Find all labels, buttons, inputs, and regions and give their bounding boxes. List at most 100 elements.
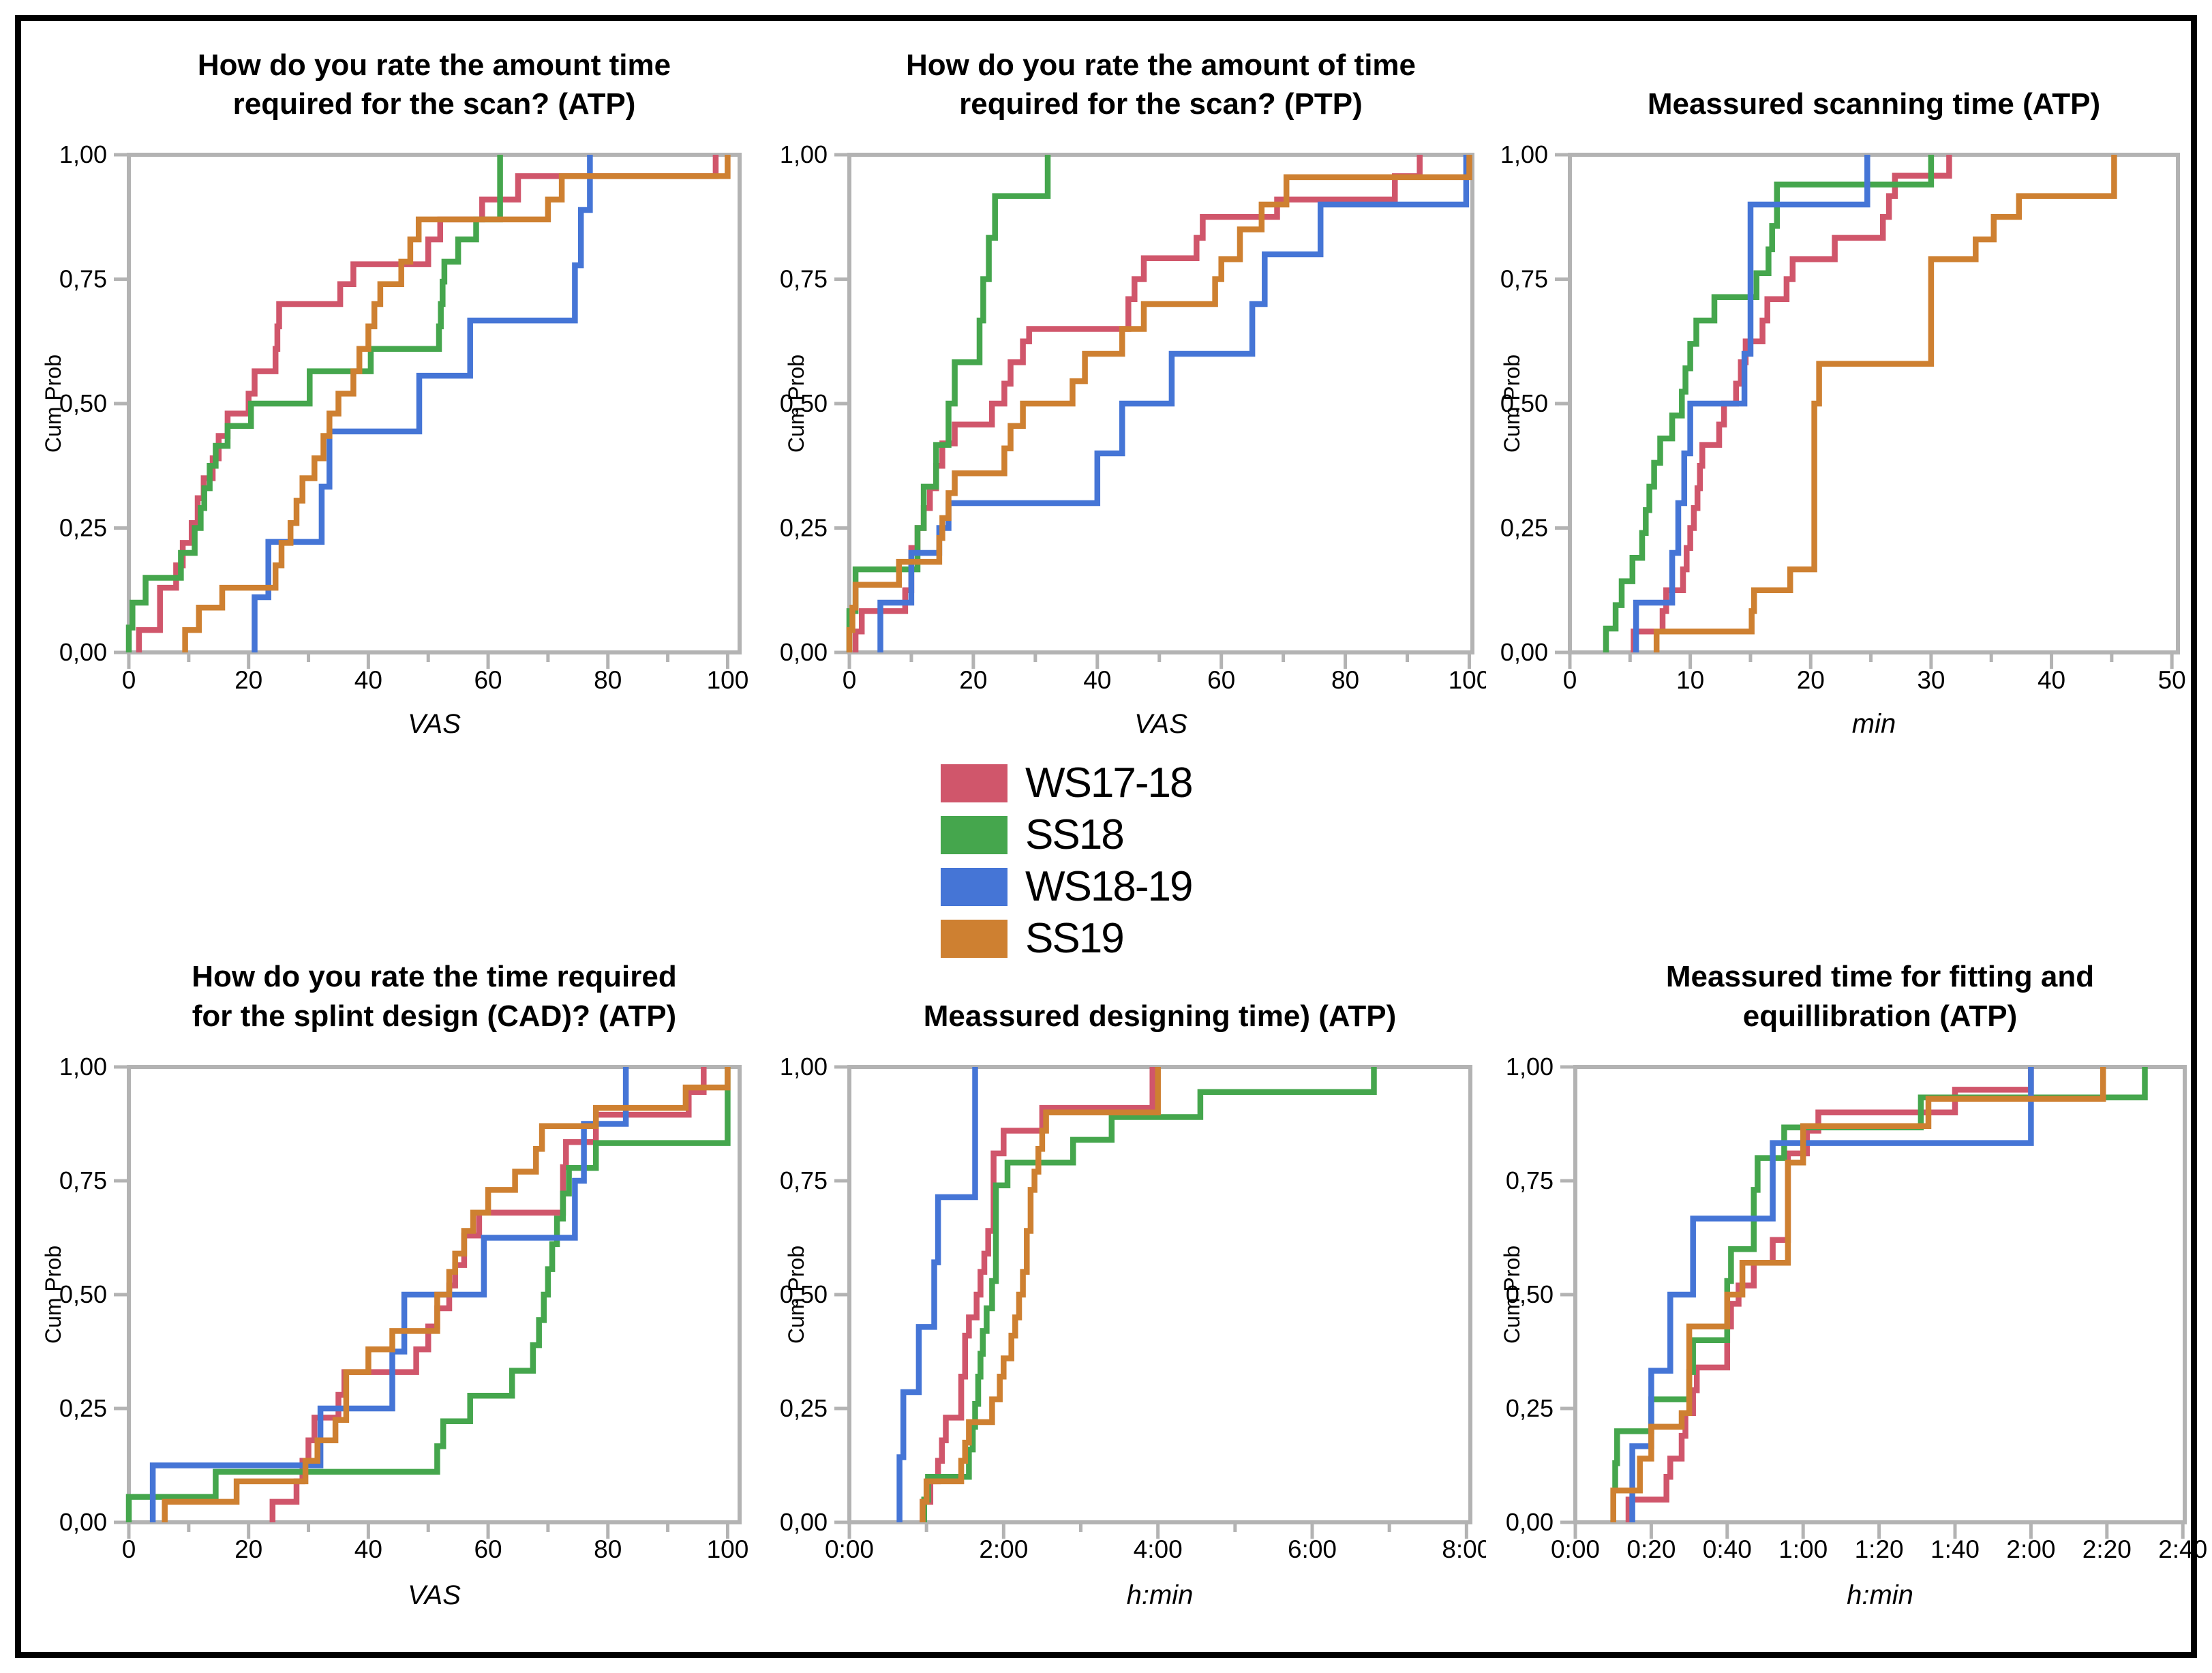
x-tick-label: 20 xyxy=(234,1535,262,1563)
series-ss19 xyxy=(846,155,1472,652)
chart-title: Meassured time for fitting and xyxy=(1666,965,2094,993)
chart-svg: How do you rate the amount of time requir… xyxy=(781,48,1486,739)
y-tick-label: 0,25 xyxy=(1506,1394,1554,1422)
x-tick-label: 2:20 xyxy=(2082,1535,2132,1563)
x-tick-label: 60 xyxy=(1207,666,1235,694)
legend-swatch-ws17-18 xyxy=(941,764,1007,802)
x-tick-label: 0:00 xyxy=(1551,1535,1600,1563)
chart-cad-rating: How do you rate the time required for the… xyxy=(37,965,763,1657)
y-tick-label: 0,00 xyxy=(781,1508,828,1536)
x-tick-label: 0:00 xyxy=(825,1535,874,1563)
plot-frame xyxy=(1573,1065,2187,1524)
x-tick-label: 50 xyxy=(2158,666,2186,694)
x-tick-label: 100 xyxy=(1449,666,1486,694)
y-axis-label: Cum Prob xyxy=(41,355,65,453)
series-ws17-18 xyxy=(852,155,1423,652)
x-tick-label: 1:00 xyxy=(1778,1535,1828,1563)
legend-item-ss18: SS18 xyxy=(941,814,1192,856)
y-tick-label: 0,75 xyxy=(781,265,828,293)
chart-title: How do you rate the amount of time xyxy=(906,48,1416,82)
y-tick-label: 0,50 xyxy=(1506,1280,1554,1308)
x-tick-label: 80 xyxy=(1331,666,1359,694)
x-tick-label: 6:00 xyxy=(1288,1535,1337,1563)
series-ws17-18 xyxy=(136,155,719,652)
series-ss18 xyxy=(921,1067,1377,1522)
x-tick-label: 2:00 xyxy=(2006,1535,2055,1563)
x-tick-label: 20 xyxy=(1797,666,1825,694)
x-tick-label: 2:40 xyxy=(2158,1535,2207,1563)
legend-label: WS18-19 xyxy=(1025,863,1193,910)
y-tick-label: 0,25 xyxy=(1500,514,1548,542)
x-tick-label: 40 xyxy=(354,666,382,694)
x-axis-label: VAS xyxy=(408,709,461,739)
legend-swatch-ws18-19 xyxy=(941,868,1007,906)
series-ss19 xyxy=(182,155,731,652)
legend-item-ws17-18: WS17-18 xyxy=(941,762,1193,804)
y-axis-label: Cum Prob xyxy=(41,1246,65,1344)
y-tick-label: 0,50 xyxy=(1500,389,1548,417)
legend-label: SS18 xyxy=(1025,811,1125,858)
x-tick-label: 0 xyxy=(122,1535,136,1563)
chart-svg: How do you rate the amount time required … xyxy=(41,48,749,739)
x-tick-label: 40 xyxy=(1083,666,1111,694)
y-tick-label: 0,25 xyxy=(781,1394,828,1422)
series-ws18-19 xyxy=(1633,155,1870,652)
y-tick-label: 1,00 xyxy=(781,1053,828,1081)
series-ws17-18 xyxy=(1625,1067,2034,1522)
series-ss19 xyxy=(920,1067,1161,1522)
chart-title: Meassured designing time) (ATP) xyxy=(924,999,1397,1033)
x-tick-label: 4:00 xyxy=(1134,1535,1183,1563)
x-axis-label: VAS xyxy=(1134,709,1187,739)
chart-title: Meassured scanning time (ATP) xyxy=(1648,87,2100,121)
y-tick-label: 1,00 xyxy=(1506,1053,1554,1081)
x-axis-label: h:min xyxy=(1127,1580,1194,1610)
x-tick-label: 80 xyxy=(594,1535,622,1563)
y-tick-label: 0,75 xyxy=(781,1166,828,1194)
series-ws18-19 xyxy=(149,1067,629,1522)
y-tick-label: 0,00 xyxy=(1500,638,1548,666)
y-tick-label: 0,00 xyxy=(781,638,828,666)
y-tick-label: 0,00 xyxy=(59,638,107,666)
plot-frame xyxy=(1568,153,2180,654)
x-tick-label: 2:00 xyxy=(979,1535,1028,1563)
chart-scan-rating-ptp: How do you rate the amount of time requir… xyxy=(781,37,1486,750)
series-ss19 xyxy=(162,1067,731,1522)
y-tick-label: 0,50 xyxy=(59,389,107,417)
y-tick-label: 0,25 xyxy=(59,1394,107,1422)
y-tick-label: 1,00 xyxy=(59,1053,107,1081)
y-axis-label: Cum Prob xyxy=(1500,355,1524,453)
series-ws18-19 xyxy=(877,155,1470,652)
series-ws18-19 xyxy=(252,155,593,652)
chart-svg: Meassured time for fitting and equillibra… xyxy=(1500,965,2207,1610)
series-ws17-18 xyxy=(269,1067,707,1522)
x-tick-label: 1:20 xyxy=(1855,1535,1904,1563)
y-tick-label: 0,75 xyxy=(1506,1166,1554,1194)
y-tick-label: 0,00 xyxy=(1506,1508,1554,1536)
chart-fitting-time: Meassured time for fitting and equillibra… xyxy=(1496,965,2212,1657)
figure-border xyxy=(15,15,2197,1658)
x-tick-label: 0:20 xyxy=(1626,1535,1676,1563)
y-tick-label: 1,00 xyxy=(59,140,107,168)
y-tick-label: 0,50 xyxy=(59,1280,107,1308)
x-tick-label: 0 xyxy=(122,666,136,694)
y-tick-label: 0,75 xyxy=(59,1166,107,1194)
x-tick-label: 40 xyxy=(354,1535,382,1563)
y-tick-label: 0,25 xyxy=(59,514,107,542)
x-tick-label: 100 xyxy=(707,666,749,694)
legend-swatch-ss19 xyxy=(941,920,1007,958)
chart-designing-time: Meassured designing time) (ATP) 0,00 0,25 0… xyxy=(781,965,1486,1657)
x-tick-label: 20 xyxy=(234,666,262,694)
legend-label: SS19 xyxy=(1025,915,1125,962)
y-tick-label: 0,75 xyxy=(1500,265,1548,293)
series-ss19 xyxy=(1653,155,2117,652)
chart-title: required for the scan? (ATP) xyxy=(233,87,636,121)
series-ss18 xyxy=(846,155,1051,652)
y-tick-label: 0,50 xyxy=(781,1280,828,1308)
chart-scanning-time: Meassured scanning time (ATP) 0,00 0,25 0,5… xyxy=(1496,37,2202,750)
x-axis-label: VAS xyxy=(408,1580,461,1610)
y-axis-label: Cum Prob xyxy=(784,1246,808,1344)
chart-svg: Meassured scanning time (ATP) 0,00 0,25 0,5… xyxy=(1500,87,2186,739)
x-tick-label: 80 xyxy=(594,666,622,694)
y-tick-label: 0,00 xyxy=(59,1508,107,1536)
